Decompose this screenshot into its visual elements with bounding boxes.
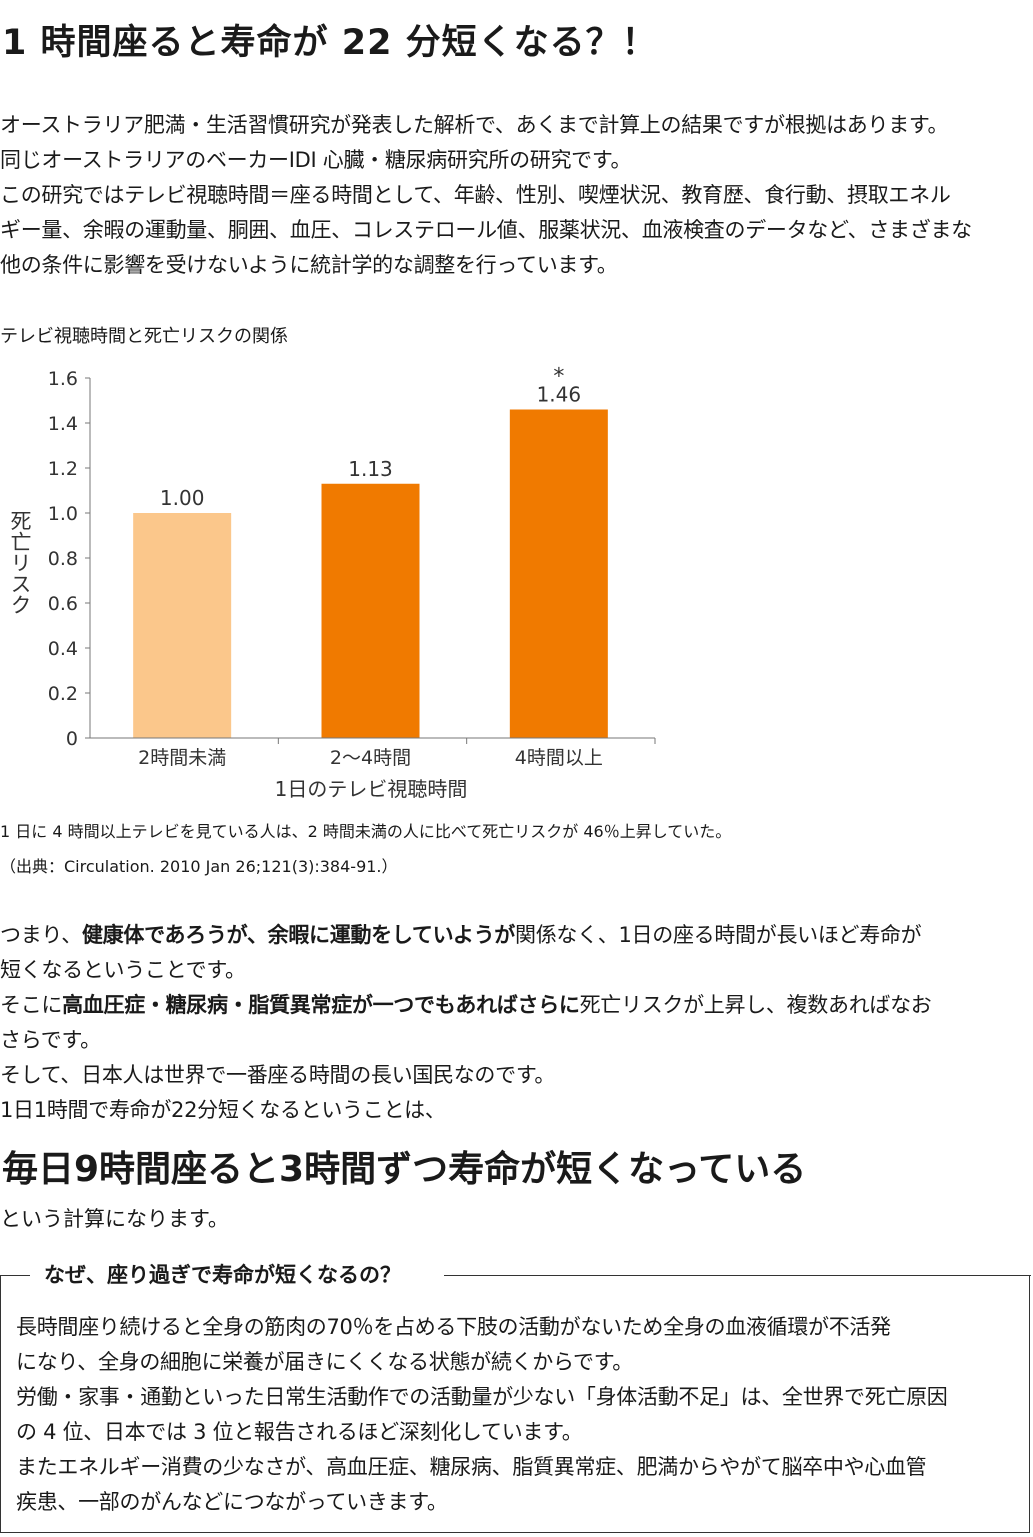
intro-line: 他の条件に影響を受けないように統計学的な調整を行っています。 — [0, 253, 618, 277]
highlight-followup: という計算になります。 — [0, 1207, 229, 1231]
y-tick-label: 0.8 — [48, 548, 78, 570]
y-tick-label: 0.2 — [48, 683, 78, 705]
y-tick-label: 1.4 — [48, 413, 78, 435]
chart-source: （出典：Circulation. 2010 Jan 26;121(3):384-… — [0, 857, 398, 876]
page-title: 1 時間座ると寿命が 22 分短くなる？！ — [2, 23, 658, 63]
info-box-line: 労働・家事・通勤といった日常生活動作での活動量が少ない「身体活動不足」は、全世界… — [16, 1385, 948, 1409]
info-box-line: 疾患、一部のがんなどにつながっていきます。 — [16, 1490, 448, 1514]
bar-value-label: 1.13 — [348, 457, 393, 481]
box-border-left — [0, 1275, 30, 1276]
body-line: 短くなるということです。 — [0, 958, 246, 982]
y-tick-label: 0.4 — [48, 638, 78, 660]
body-text-span: 関係なく、1日の座る時間が長いほど寿命が — [515, 923, 922, 947]
y-tick-label: 1.0 — [48, 503, 78, 525]
y-tick-label: 1.6 — [48, 368, 78, 390]
bar-value-label: 1.00 — [160, 486, 205, 510]
intro-line: オーストラリア肥満・生活習慣研究が発表した解析で、あくまで計算上の結果ですが根拠… — [0, 113, 949, 137]
x-tick-label: 2時間未満 — [138, 747, 226, 769]
y-tick-label: 0 — [66, 728, 78, 750]
body-line: 1日1時間で寿命が22分短くなるということは、 — [0, 1098, 446, 1122]
y-tick-label: 1.2 — [48, 458, 78, 480]
intro-paragraph: オーストラリア肥満・生活習慣研究が発表した解析で、あくまで計算上の結果ですが根拠… — [0, 108, 1033, 283]
info-box-title: なぜ、座り過ぎで寿命が短くなるの？ — [44, 1263, 401, 1287]
body-paragraph: つまり、健康体であろうが、余暇に運動をしていようが関係なく、1日の座る時間が長い… — [0, 918, 1033, 1128]
body-text-span: 死亡リスクが上昇し、複数あればなお — [579, 993, 932, 1017]
y-tick-label: 0.6 — [48, 593, 78, 615]
info-box-line: 長時間座り続けると全身の筋肉の70％を占める下肢の活動がないため全身の血液循環が… — [16, 1315, 891, 1339]
y-axis: 0 0.2 0.4 0.6 0.8 1.0 1.2 1.4 1.6 — [48, 368, 91, 750]
info-box-body: 長時間座り続けると全身の筋肉の70％を占める下肢の活動がないため全身の血液循環が… — [16, 1310, 948, 1520]
x-tick-label: 2～4時間 — [330, 747, 411, 769]
bar — [321, 483, 420, 738]
info-box-line: の 4 位、日本では 3 位と報告されるほど深刻化しています。 — [16, 1420, 583, 1444]
info-box-line: またエネルギー消費の少なさが、高血圧症、糖尿病、脂質異常症、肥満からやがて脳卒中… — [16, 1455, 927, 1479]
info-box-line: になり、全身の細胞に栄養が届きにくくなる状態が続くからです。 — [16, 1350, 634, 1374]
body-line: そして、日本人は世界で一番座る時間の長い国民なのです。 — [0, 1063, 556, 1087]
bars: 1.00 1.13 1.46* — [133, 365, 608, 738]
body-bold-span: 高血圧症・糖尿病・脂質異常症が一つでもあればさらに — [62, 993, 580, 1017]
bar-chart: 00.20.40.60.81.01.21.41.6 1.001.131.46* … — [8, 365, 656, 801]
x-axis-label: 1日のテレビ視聴時間 — [275, 777, 468, 801]
y-axis-label: 死亡リスク — [8, 510, 32, 615]
intro-line: この研究ではテレビ視聴時間＝座る時間として、年齢、性別、喫煙状況、教育歴、食行動… — [0, 183, 951, 207]
body-text-span: つまり、 — [0, 923, 82, 947]
body-bold-span: 健康体であろうが、余暇に運動をしていようが — [81, 923, 515, 947]
bar-value-label: 1.46 — [537, 383, 582, 407]
body-text-span: そこに — [0, 993, 63, 1017]
bar-significance-mark: * — [553, 365, 564, 390]
body-line: つまり、健康体であろうが、余暇に運動をしていようが関係なく、1日の座る時間が長い… — [0, 918, 1033, 953]
x-axis: 2時間未満 2～4時間 4時間以上 — [90, 737, 656, 769]
body-line: さらです。 — [0, 1028, 101, 1052]
intro-line: ギー量、余暇の運動量、胴囲、血圧、コレステロール値、服薬状況、血液検査のデータな… — [0, 218, 972, 242]
bar — [509, 409, 608, 738]
info-box — [0, 1275, 1030, 1533]
body-line: そこに高血圧症・糖尿病・脂質異常症が一つでもあればさらに死亡リスクが上昇し、複数… — [0, 988, 1033, 1023]
x-tick-label: 4時間以上 — [515, 747, 603, 769]
chart-note: 1 日に 4 時間以上テレビを見ている人は、2 時間未満の人に比べて死亡リスクが… — [0, 822, 732, 841]
chart-caption: テレビ視聴時間と死亡リスクの関係 — [0, 326, 288, 347]
bar — [133, 513, 232, 738]
intro-line: 同じオーストラリアのベーカーIDI 心臓・糖尿病研究所の研究です。 — [0, 148, 632, 172]
box-border-right — [444, 1275, 1031, 1276]
highlight-statement: 毎日9時間座ると3時間ずつ寿命が短くなっている — [2, 1149, 807, 1190]
